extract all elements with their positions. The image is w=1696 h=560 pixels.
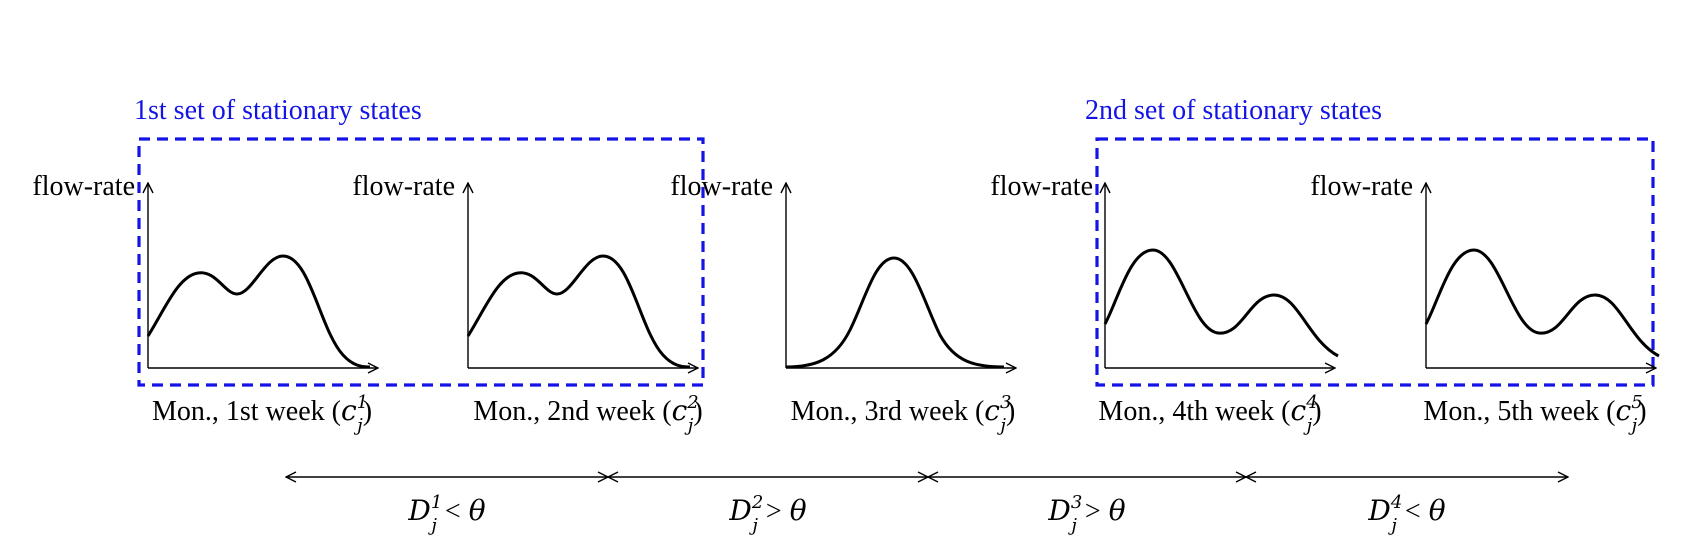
flow-curve (1424, 248, 1660, 358)
panel-caption: Mon., 3rd week (c3 j) (791, 392, 1016, 436)
flow-curve (146, 254, 371, 369)
group-1-box (137, 137, 705, 387)
y-axis-label: flow-rate (32, 171, 135, 202)
panel-5: flow-rate Mon., 5th week (c5 j) (1310, 171, 1660, 436)
distance-2: D2 j > θ (608, 477, 928, 536)
distance-label: D1 j < θ (407, 492, 485, 536)
distance-label: D3 j > θ (1047, 492, 1125, 536)
panel-3: flow-rate Mon., 3rd week (c3 j) (670, 171, 1016, 436)
panel-caption: Mon., 1st week (c1 j) (152, 392, 372, 436)
panel-2: flow-rate Mon., 2nd week (c2 j) (352, 171, 702, 436)
distance-label: D4 j < θ (1367, 492, 1445, 536)
group-1: 1st set of stationary states (134, 95, 705, 387)
group-2-label: 2nd set of stationary states (1085, 95, 1382, 126)
y-axis-label: flow-rate (990, 171, 1093, 202)
y-axis-label: flow-rate (1310, 171, 1413, 202)
panel-caption: Mon., 5th week (c5 j) (1423, 392, 1646, 436)
distance-1: D1 j < θ (286, 477, 608, 536)
group-2: 2nd set of stationary states (1085, 95, 1655, 387)
flow-curve (1103, 248, 1339, 358)
y-axis-label: flow-rate (352, 171, 455, 202)
y-axis-label: flow-rate (670, 171, 773, 202)
panel-1: flow-rate Mon., 1st week (c1 j) (32, 171, 378, 436)
distance-3: D3 j > θ (928, 477, 1246, 536)
flow-curve (785, 256, 1005, 369)
panel-4: flow-rate Mon., 4th week (c4 j) (990, 171, 1339, 436)
distance-label: D2 j > θ (728, 492, 806, 536)
panel-caption: Mon., 4th week (c4 j) (1098, 392, 1321, 436)
group-2-box (1095, 137, 1655, 387)
panel-caption: Mon., 2nd week (c2 j) (473, 392, 702, 436)
flow-curve (466, 254, 691, 369)
distance-4: D4 j < θ (1246, 477, 1568, 536)
group-1-label: 1st set of stationary states (134, 95, 422, 126)
